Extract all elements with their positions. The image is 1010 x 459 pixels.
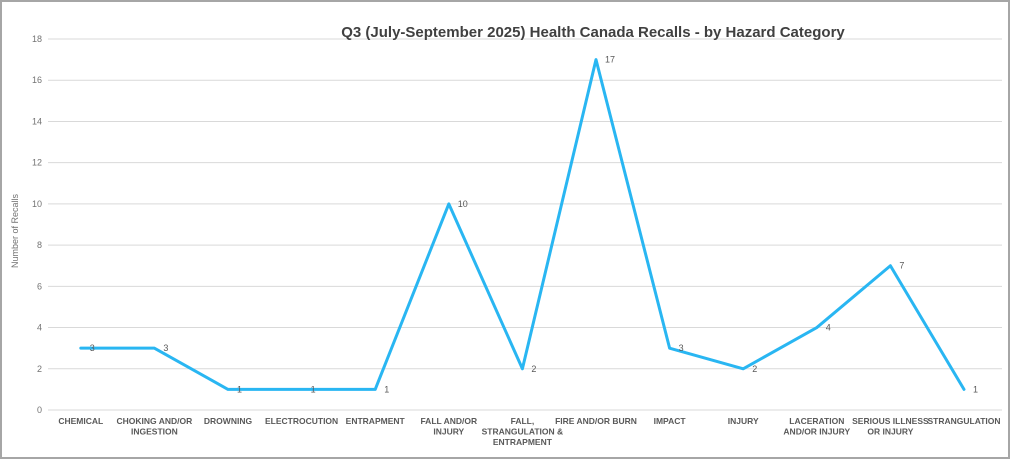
data-label: 4 bbox=[826, 323, 831, 333]
category-label: FALL AND/OR INJURY bbox=[420, 416, 477, 437]
data-label: 3 bbox=[90, 343, 95, 353]
y-axis-title: Number of Recalls bbox=[10, 193, 20, 268]
data-label: 3 bbox=[679, 343, 684, 353]
y-tick-label: 10 bbox=[32, 199, 42, 209]
category-label: ENTRAPMENT bbox=[346, 416, 406, 426]
chart-title: Q3 (July-September 2025) Health Canada R… bbox=[341, 24, 845, 41]
category-label: IMPACT bbox=[654, 416, 687, 426]
data-label: 1 bbox=[973, 384, 978, 394]
category-label: SERIOUS ILLNESS OR INJURY bbox=[852, 416, 929, 437]
data-label: 17 bbox=[605, 55, 615, 65]
data-label: 1 bbox=[384, 384, 389, 394]
category-label: CHEMICAL bbox=[58, 416, 103, 426]
y-tick-label: 14 bbox=[32, 116, 42, 126]
data-label: 10 bbox=[458, 199, 468, 209]
y-tick-label: 16 bbox=[32, 75, 42, 85]
category-label: INJURY bbox=[728, 416, 759, 426]
y-axis-tick-labels: 0 2 4 6 8 10 12 14 16 18 bbox=[32, 34, 42, 415]
data-label: 3 bbox=[163, 343, 168, 353]
category-label: FIRE AND/OR BURN bbox=[555, 416, 637, 426]
recalls-series-line bbox=[79, 58, 966, 391]
y-tick-label: 18 bbox=[32, 34, 42, 44]
data-label: 1 bbox=[311, 384, 316, 394]
y-tick-label: 6 bbox=[37, 281, 42, 291]
data-label: 2 bbox=[531, 364, 536, 374]
data-label: 7 bbox=[899, 261, 904, 271]
category-label: ELECTROCUTION bbox=[265, 416, 338, 426]
data-label: 2 bbox=[752, 364, 757, 374]
y-tick-label: 0 bbox=[37, 405, 42, 415]
category-label: CHOKING AND/OR INGESTION bbox=[117, 416, 193, 437]
x-axis-category-labels: CHEMICAL CHOKING AND/OR INGESTION DROWNING E… bbox=[58, 416, 1000, 447]
category-label: LACERATION AND/OR INJURY bbox=[783, 416, 850, 437]
data-label: 1 bbox=[237, 384, 242, 394]
category-label: DROWNING bbox=[204, 416, 253, 426]
y-tick-label: 4 bbox=[37, 323, 42, 333]
y-gridlines bbox=[48, 38, 1002, 411]
y-tick-label: 2 bbox=[37, 364, 42, 374]
category-label: FALL, STRANGULATION & ENTRAPMENT bbox=[482, 416, 564, 447]
category-label: STRANGULATION bbox=[927, 416, 1000, 426]
y-tick-label: 8 bbox=[37, 240, 42, 250]
y-tick-label: 12 bbox=[32, 158, 42, 168]
